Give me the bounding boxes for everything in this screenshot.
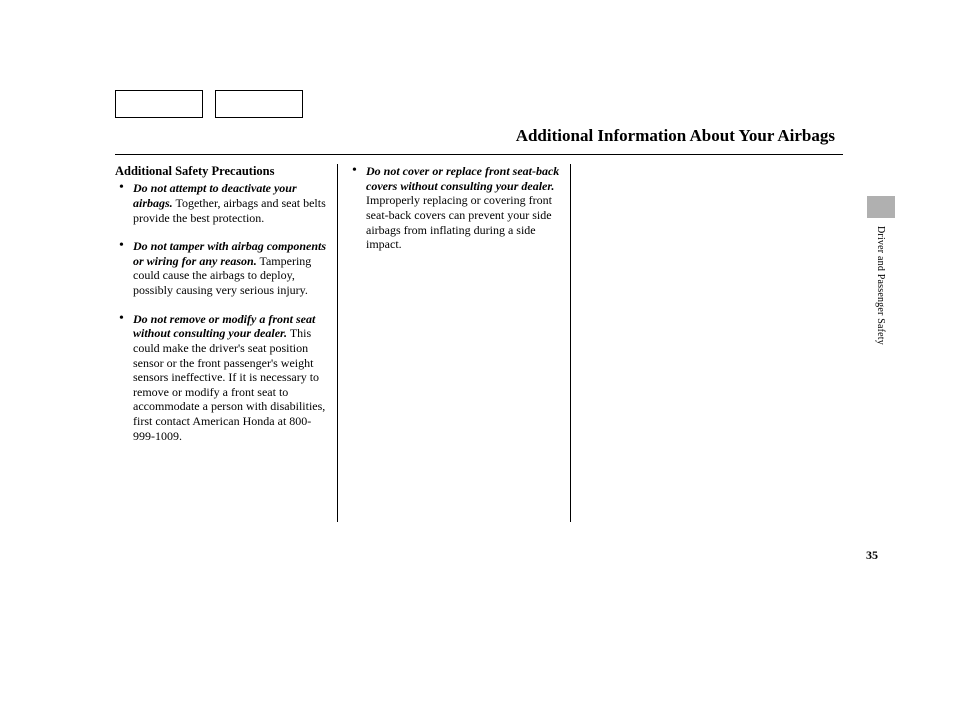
horizontal-rule — [115, 154, 843, 155]
crop-box — [215, 90, 303, 118]
list-item: Do not remove or modify a front seat wit… — [125, 312, 327, 444]
column-1: Additional Safety Precautions Do not att… — [115, 164, 327, 522]
bullet-list: Do not cover or replace front seat-back … — [348, 164, 560, 252]
column-3 — [581, 164, 793, 522]
page-title: Additional Information About Your Airbag… — [516, 126, 835, 146]
column-divider — [337, 164, 338, 522]
content-columns: Additional Safety Precautions Do not att… — [115, 164, 793, 522]
rest-text: Improperly replacing or covering front s… — [366, 193, 552, 251]
tab-marker — [867, 196, 895, 218]
section-heading: Additional Safety Precautions — [115, 164, 327, 179]
crop-marks — [115, 90, 303, 118]
section-label: Driver and Passenger Safety — [875, 226, 886, 345]
side-tab: Driver and Passenger Safety — [867, 196, 895, 345]
list-item: Do not tamper with airbag components or … — [125, 239, 327, 298]
rest-text: This could make the driver's seat positi… — [133, 326, 325, 442]
lead-text: Do not cover or replace front seat-back … — [366, 164, 559, 193]
list-item: Do not cover or replace front seat-back … — [358, 164, 560, 252]
crop-box — [115, 90, 203, 118]
column-2: Do not cover or replace front seat-back … — [348, 164, 560, 522]
page-number: 35 — [866, 548, 878, 563]
bullet-list: Do not attempt to deactivate your airbag… — [115, 181, 327, 443]
list-item: Do not attempt to deactivate your airbag… — [125, 181, 327, 225]
column-divider — [570, 164, 571, 522]
